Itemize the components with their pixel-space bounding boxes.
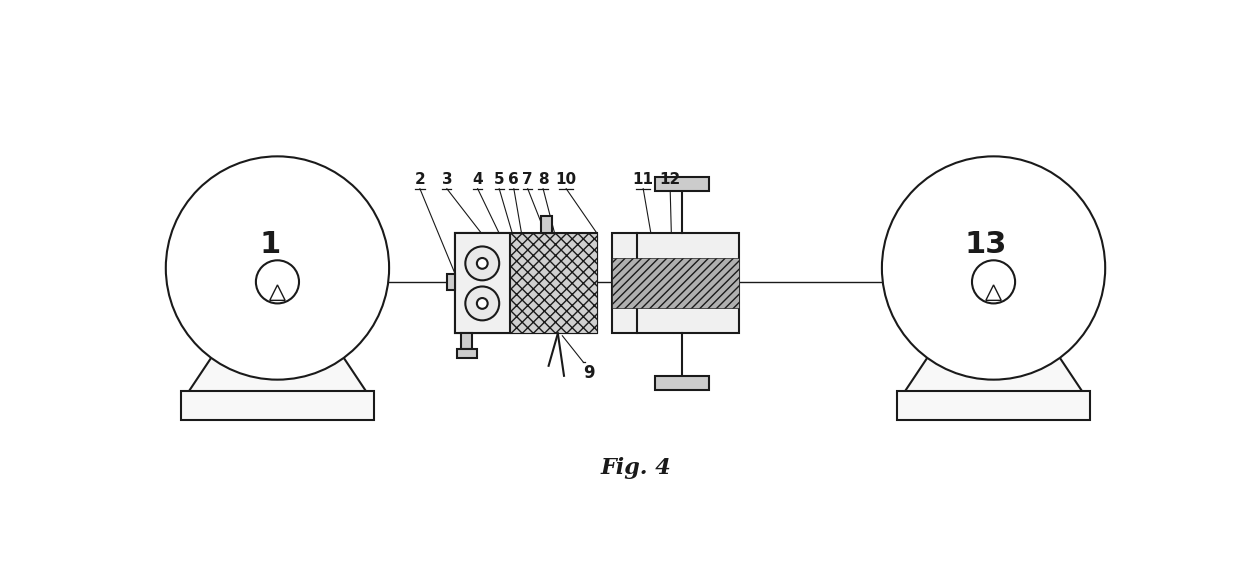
Text: 5: 5 <box>494 172 505 187</box>
Polygon shape <box>188 345 366 391</box>
Polygon shape <box>248 289 306 345</box>
Bar <box>456 349 477 358</box>
Text: 12: 12 <box>660 172 681 187</box>
Text: 7: 7 <box>522 172 533 187</box>
Polygon shape <box>986 285 1001 301</box>
Text: 2: 2 <box>414 172 425 187</box>
Text: 8: 8 <box>538 172 548 187</box>
Bar <box>510 233 596 333</box>
Text: 9: 9 <box>584 364 595 383</box>
Circle shape <box>465 246 500 280</box>
Bar <box>541 216 552 233</box>
Polygon shape <box>270 285 285 301</box>
Bar <box>613 258 739 308</box>
Polygon shape <box>905 345 1083 391</box>
Polygon shape <box>965 289 1023 345</box>
Text: Fig. 4: Fig. 4 <box>600 457 671 479</box>
Bar <box>455 233 510 333</box>
Bar <box>613 233 739 333</box>
Circle shape <box>972 260 1016 303</box>
Bar <box>446 274 455 289</box>
Circle shape <box>255 260 299 303</box>
Bar <box>655 376 709 390</box>
Circle shape <box>477 258 487 269</box>
Text: 11: 11 <box>632 172 653 187</box>
Bar <box>181 391 373 420</box>
Circle shape <box>465 286 500 320</box>
Text: 3: 3 <box>441 172 453 187</box>
Bar <box>461 333 472 349</box>
Text: 10: 10 <box>556 172 577 187</box>
Circle shape <box>882 157 1105 380</box>
Text: 4: 4 <box>472 172 482 187</box>
Bar <box>655 177 709 191</box>
Text: 6: 6 <box>508 172 520 187</box>
Text: 13: 13 <box>965 231 1007 259</box>
Text: 1: 1 <box>259 231 280 259</box>
Circle shape <box>166 157 389 380</box>
Bar <box>898 391 1090 420</box>
Bar <box>455 233 596 333</box>
Circle shape <box>477 298 487 309</box>
